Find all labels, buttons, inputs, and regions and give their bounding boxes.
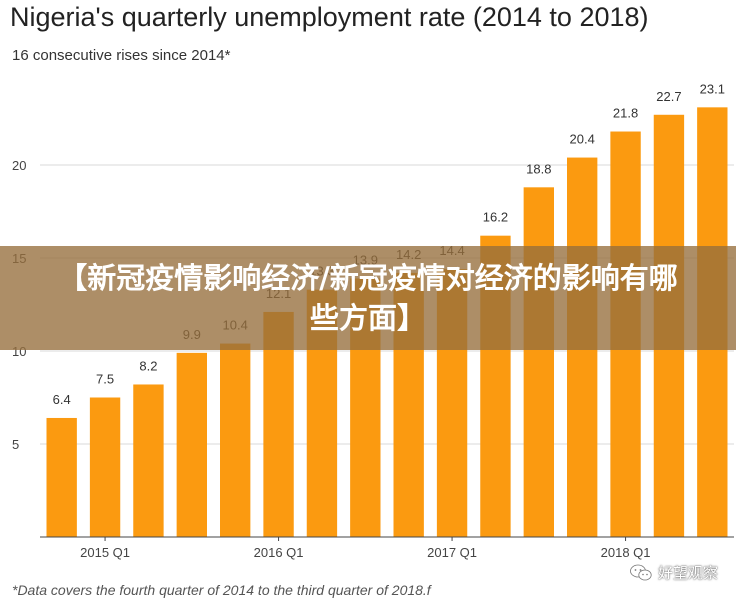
bar [523, 187, 554, 537]
data-label: 6.4 [53, 392, 71, 407]
x-tick-label: 2016 Q1 [254, 545, 304, 560]
x-axis-ticks: 2015 Q1 2016 Q1 2017 Q1 2018 Q1 [80, 537, 651, 560]
wechat-icon [630, 564, 652, 580]
data-label: 23.1 [700, 81, 725, 96]
x-tick-label: 2018 Q1 [601, 545, 651, 560]
y-tick-label: 5 [12, 437, 19, 452]
overlay-banner: 【新冠疫情影响经济/新冠疫情对经济的影响有哪些方面】 [0, 246, 736, 350]
chart-title: Nigeria's quarterly unemployment rate (2… [10, 2, 649, 32]
data-label: 8.2 [139, 358, 157, 373]
data-label: 22.7 [656, 89, 681, 104]
bar [220, 343, 251, 537]
bar [89, 397, 121, 537]
watermark: 好望观察 [630, 562, 718, 583]
watermark-text: 好望观察 [657, 564, 718, 582]
data-label: 20.4 [570, 132, 595, 147]
chart-subtitle: 16 consecutive rises since 2014* [12, 47, 231, 64]
y-tick-label: 20 [12, 158, 26, 173]
bar [176, 352, 207, 537]
data-label: 7.5 [96, 372, 114, 387]
chart-footnote: *Data covers the fourth quarter of 2014 … [12, 582, 431, 598]
bar [133, 384, 164, 537]
x-tick-label: 2017 Q1 [427, 545, 477, 560]
data-label: 18.8 [526, 161, 551, 176]
bar [46, 417, 77, 537]
data-label: 21.8 [613, 106, 638, 121]
data-label: 16.2 [483, 210, 508, 225]
overlay-headline: 【新冠疫情影响经济/新冠疫情对经济的影响有哪些方面】 [58, 261, 678, 335]
x-tick-label: 2015 Q1 [80, 545, 130, 560]
